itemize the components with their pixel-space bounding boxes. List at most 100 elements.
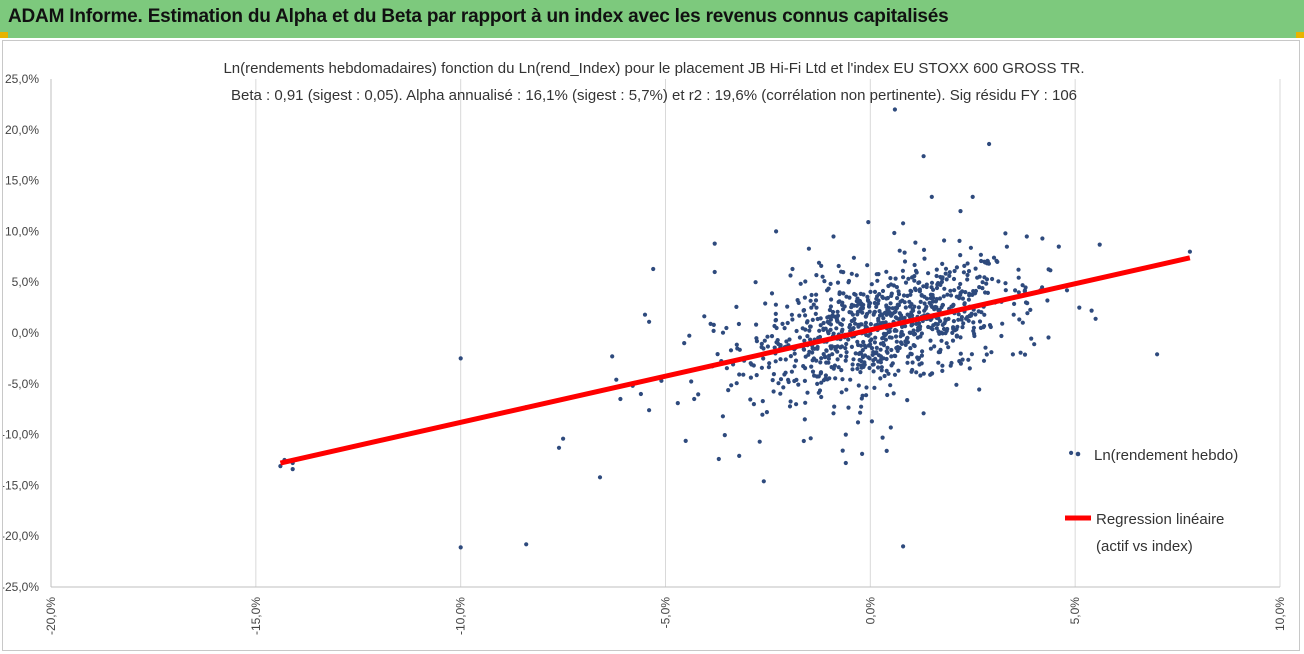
scatter-point xyxy=(794,328,799,334)
scatter-point xyxy=(870,362,875,367)
y-tick-label: -5,0% xyxy=(8,377,40,391)
scatter-point xyxy=(817,388,823,393)
scatter-point xyxy=(783,370,788,375)
scatter-point xyxy=(1017,317,1022,322)
scatter-point xyxy=(876,298,881,303)
y-tick-label: -25,0% xyxy=(3,580,39,594)
scatter-point xyxy=(980,286,985,291)
y-tick-label: -20,0% xyxy=(3,529,39,543)
scatter-point xyxy=(832,314,837,319)
scatter-chart: Ln(rendements hebdomadaires) fonction du… xyxy=(3,60,1287,635)
y-tick-label: 10,0% xyxy=(5,224,39,238)
scatter-point xyxy=(907,313,912,318)
scatter-point xyxy=(814,292,819,297)
scatter-point xyxy=(647,408,652,413)
scatter-point xyxy=(902,315,907,320)
scatter-point xyxy=(715,352,720,357)
scatter-point xyxy=(802,378,808,383)
scatter-point xyxy=(958,281,963,287)
banner-accent-left xyxy=(0,32,8,38)
scatter-point xyxy=(844,354,849,359)
scatter-point xyxy=(932,307,937,312)
scatter-point xyxy=(912,262,917,268)
y-tick-label: 15,0% xyxy=(5,174,39,188)
scatter-point xyxy=(458,356,463,361)
scatter-point xyxy=(708,321,713,326)
scatter-point xyxy=(675,401,680,406)
scatter-point xyxy=(872,300,877,306)
scatter-point xyxy=(760,399,765,404)
scatter-point xyxy=(774,340,779,345)
scatter-point xyxy=(754,322,759,327)
scatter-point xyxy=(967,293,972,298)
scatter-point xyxy=(860,348,865,353)
scatter-point xyxy=(801,346,806,352)
scatter-point xyxy=(977,319,983,324)
scatter-point xyxy=(961,321,966,326)
scatter-point xyxy=(867,302,872,307)
scatter-point xyxy=(932,344,937,349)
scatter-point xyxy=(917,287,923,292)
scatter-point xyxy=(1097,242,1102,247)
scatter-point xyxy=(960,325,965,330)
scatter-point xyxy=(934,326,939,331)
scatter-point xyxy=(781,385,786,390)
scatter-point xyxy=(858,322,863,327)
scatter-point xyxy=(893,276,898,281)
scatter-point xyxy=(820,274,825,279)
scatter-point xyxy=(830,352,835,357)
scatter-point xyxy=(978,325,984,330)
scatter-point xyxy=(794,402,799,407)
scatter-point xyxy=(734,342,739,347)
scatter-point xyxy=(788,273,793,278)
scatter-point xyxy=(784,339,789,344)
scatter-point xyxy=(890,306,895,311)
scatter-point xyxy=(887,335,892,340)
scatter-point xyxy=(788,354,794,359)
scatter-point xyxy=(901,275,906,280)
scatter-point xyxy=(945,292,950,297)
scatter-point xyxy=(782,326,787,331)
scatter-point xyxy=(835,319,840,324)
scatter-point xyxy=(990,276,995,282)
scatter-point xyxy=(642,312,648,317)
scatter-point xyxy=(893,309,898,314)
scatter-point xyxy=(954,294,959,299)
scatter-point xyxy=(958,292,963,298)
scatter-point xyxy=(901,544,906,549)
scatter-point xyxy=(839,390,844,395)
scatter-point xyxy=(1089,308,1094,313)
scatter-point xyxy=(871,358,876,363)
scatter-point xyxy=(884,349,889,354)
scatter-point xyxy=(1056,244,1061,249)
scatter-point xyxy=(977,274,982,279)
scatter-point xyxy=(980,280,985,285)
scatter-point xyxy=(1003,288,1008,293)
scatter-point xyxy=(881,356,886,361)
scatter-point xyxy=(858,350,863,355)
y-tick-label: -10,0% xyxy=(3,428,39,442)
scatter-point xyxy=(1013,288,1018,293)
scatter-point xyxy=(651,266,656,272)
scatter-point xyxy=(813,311,818,316)
scatter-point xyxy=(762,338,767,343)
scatter-point xyxy=(843,346,848,351)
scatter-point xyxy=(849,271,854,276)
scatter-point xyxy=(919,353,925,358)
scatter-point xyxy=(894,339,899,344)
scatter-point xyxy=(1045,298,1050,303)
scatter-point xyxy=(916,355,922,361)
scatter-point xyxy=(1040,236,1045,241)
scatter-point xyxy=(944,341,949,346)
scatter-point xyxy=(823,326,828,331)
scatter-point xyxy=(956,285,962,290)
scatter-point xyxy=(835,357,840,362)
scatter-point xyxy=(832,404,837,409)
scatter-point xyxy=(864,393,869,398)
scatter-point xyxy=(909,289,914,294)
scatter-point xyxy=(815,346,820,351)
legend-marker-scatter xyxy=(1075,451,1081,457)
scatter-point xyxy=(835,309,840,314)
scatter-point xyxy=(863,320,869,325)
scatter-point xyxy=(1012,301,1017,306)
